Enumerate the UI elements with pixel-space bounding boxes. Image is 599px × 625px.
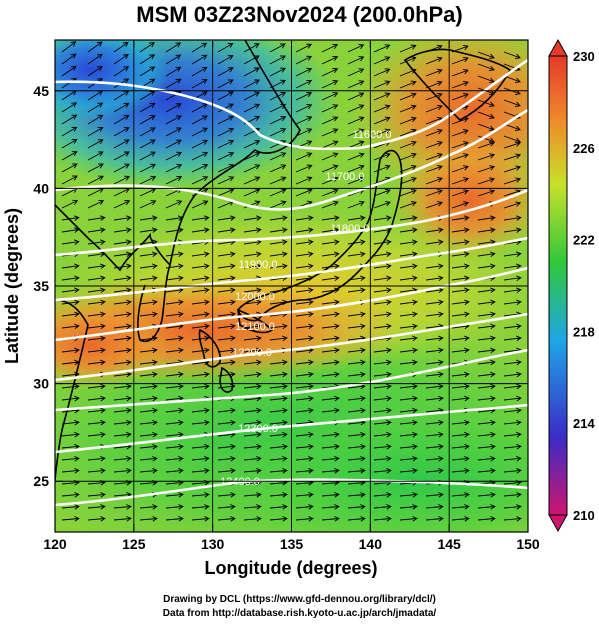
colorbar-top-arrow bbox=[548, 38, 568, 57]
colorbar-label: 226 bbox=[573, 141, 595, 156]
colorbar-bar bbox=[548, 55, 568, 516]
colorbar-label: 222 bbox=[573, 233, 595, 248]
contour-label: 11700.0 bbox=[326, 171, 365, 183]
y-tick-label: 30 bbox=[33, 376, 49, 392]
y-tick-label: 45 bbox=[33, 83, 49, 99]
axis-ticks bbox=[54, 40, 529, 532]
x-tick-label: 120 bbox=[43, 536, 67, 552]
geopotential-height-contours bbox=[55, 58, 528, 507]
colorbar-label: 218 bbox=[573, 324, 595, 339]
contour-label: 11900.0 bbox=[239, 259, 278, 271]
x-tick-label: 140 bbox=[359, 536, 383, 552]
grid-lines bbox=[55, 40, 528, 532]
y-tick-label: 25 bbox=[33, 473, 49, 489]
temperature-field: 11600.0 11700.0 11800.0 11900.0 12000.0 12100… bbox=[55, 40, 528, 532]
contour-label: 12200.0 bbox=[232, 347, 272, 359]
credit-drawing: Drawing by DCL (https://www.gfd-dennou.o… bbox=[163, 594, 436, 605]
contour-label: 12300.0 bbox=[238, 423, 278, 435]
contour-label: 11800.0 bbox=[331, 223, 370, 235]
contour-label: 12100.0 bbox=[235, 321, 275, 333]
x-axis-label: Longitude (degrees) bbox=[204, 558, 377, 578]
y-axis-label: Latitude (degrees) bbox=[2, 208, 22, 364]
colorbar-label: 230 bbox=[573, 49, 595, 64]
y-tick-label: 35 bbox=[33, 278, 49, 294]
colorbar-label: 214 bbox=[573, 416, 595, 431]
contour-label: 12400.0 bbox=[220, 476, 260, 488]
x-tick-label: 125 bbox=[122, 536, 146, 552]
colorbar-label: 210 bbox=[573, 508, 595, 523]
contour-label: 12000.0 bbox=[235, 291, 275, 303]
contour-label: 11600.0 bbox=[353, 129, 392, 141]
x-tick-label: 130 bbox=[201, 536, 225, 552]
colorbar-bottom-arrow bbox=[548, 514, 568, 533]
credit-data: Data from http://database.rish.kyoto-u.a… bbox=[162, 608, 437, 619]
x-tick-label: 135 bbox=[280, 536, 304, 552]
chart-title: MSM 03Z23Nov2024 (200.0hPa) bbox=[136, 2, 463, 27]
x-tick-label: 150 bbox=[516, 536, 540, 552]
y-tick-label: 40 bbox=[33, 180, 49, 196]
colorbar: 230 226 222 218 214 210 bbox=[548, 38, 595, 533]
x-tick-label: 145 bbox=[437, 536, 461, 552]
